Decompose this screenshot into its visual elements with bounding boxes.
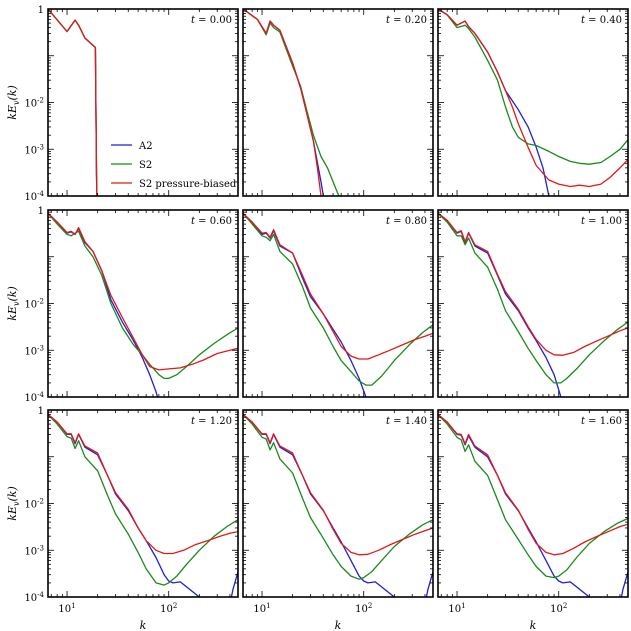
y-tick-label: 1: [38, 5, 44, 16]
time-label: t = 1.20: [191, 416, 232, 427]
x-tick-label: 101: [448, 602, 465, 615]
ticks: [243, 8, 433, 197]
time-label: t = 1.00: [581, 216, 622, 227]
series-line-a2: [438, 413, 628, 597]
time-label: t = 0.20: [386, 15, 427, 26]
series-group: [243, 413, 433, 597]
panel-frame: [47, 409, 239, 598]
series-line-s2: [438, 9, 628, 165]
time-label: t = 1.40: [386, 416, 427, 427]
series-group: [438, 212, 628, 397]
panel-frame: [47, 8, 239, 197]
panel-frame: [242, 409, 434, 598]
y-tick-label: 10-2: [24, 498, 44, 511]
series-group: [48, 413, 238, 597]
y-tick-label: 10-3: [24, 143, 44, 156]
panel-frame: [437, 209, 629, 398]
series-group: [48, 9, 98, 196]
y-tick-label: 10-2: [24, 298, 44, 311]
ticks: [48, 209, 238, 398]
series-group: [438, 9, 628, 196]
y-tick-label: 1: [38, 406, 44, 417]
panel-7: t = 1.40 101 102 k: [242, 409, 434, 631]
x-tick-label: 101: [58, 602, 75, 615]
series-line-s2: [48, 414, 238, 586]
x-axis-label: k: [530, 619, 537, 631]
series-line-a2: [243, 9, 325, 196]
y-tick-label: 10-4: [24, 591, 44, 604]
y-axis-label: kEv(k): [6, 85, 21, 119]
panel-0: t = 0.00 1 10-2 10-3 10-4 kEv(k) A2 S2 S2 pressu…: [6, 5, 239, 203]
series-group: [243, 212, 433, 397]
panel-5: t = 1.00: [437, 209, 629, 398]
panel-4: t = 0.80: [242, 209, 434, 398]
series-line-s2-pressure-biased: [438, 9, 628, 188]
x-tick-label: 102: [160, 602, 177, 615]
panel-8: t = 1.60 101 102 k: [437, 409, 629, 631]
series-line-a2: [243, 413, 433, 597]
series-group: [243, 9, 340, 196]
panel-2: t = 0.40: [437, 8, 629, 197]
y-tick-label: 10-3: [24, 544, 44, 557]
series-line-s2: [48, 9, 98, 196]
x-axis-label: k: [140, 619, 147, 631]
series-group: [438, 413, 628, 597]
x-tick-label: 102: [550, 602, 567, 615]
series-line-s2: [243, 9, 340, 196]
series-line-s2-pressure-biased: [243, 413, 433, 556]
y-axis-label: kEv(k): [6, 286, 21, 320]
series-line-s2: [438, 212, 628, 384]
series-line-a2: [438, 9, 550, 196]
series-group: [48, 212, 238, 397]
legend-label: S2: [139, 160, 152, 171]
y-tick-label: 10-2: [24, 97, 44, 110]
x-tick-label: 101: [253, 602, 270, 615]
series-line-s2-pressure-biased: [243, 212, 433, 360]
series-line-s2-pressure-biased: [243, 9, 322, 196]
legend: A2 S2 S2 pressure-biased: [111, 141, 237, 190]
series-line-s2: [438, 414, 628, 579]
panel-3: t = 0.60 1 10-2 10-3 10-4 kEv(k): [6, 206, 239, 404]
panel-1: t = 0.20: [242, 8, 434, 197]
time-label: t = 1.60: [581, 416, 622, 427]
series-line-a2: [48, 9, 98, 196]
panel-frame: [437, 409, 629, 598]
panel-frame: [437, 8, 629, 197]
time-label: t = 0.80: [386, 216, 427, 227]
ticks: [438, 409, 628, 598]
series-line-s2-pressure-biased: [48, 413, 238, 555]
series-line-s2-pressure-biased: [48, 9, 98, 196]
panel-frame: [242, 209, 434, 398]
series-line-s2: [48, 212, 238, 380]
series-line-s2-pressure-biased: [438, 212, 628, 356]
time-label: t = 0.00: [191, 15, 232, 26]
x-axis-label: k: [335, 619, 342, 631]
y-axis-label: kEv(k): [6, 486, 21, 520]
panel-frame: [242, 8, 434, 197]
ticks: [438, 8, 628, 197]
y-tick-label: 10-3: [24, 344, 44, 357]
series-line-s2: [243, 212, 433, 386]
time-label: t = 0.40: [581, 15, 622, 26]
series-line-s2: [243, 414, 433, 580]
y-tick-label: 10-4: [24, 391, 44, 404]
legend-label: S2 pressure-biased: [139, 179, 237, 190]
time-label: t = 0.60: [191, 216, 232, 227]
panel-frame: [47, 209, 239, 398]
legend-label: A2: [138, 141, 153, 152]
series-line-s2-pressure-biased: [438, 413, 628, 556]
panel-6: t = 1.20 1 10-2 10-3 10-4 kEv(k) 101 102 k: [6, 406, 239, 631]
x-tick-label: 102: [355, 602, 372, 615]
series-line-a2: [48, 212, 159, 397]
series-line-s2-pressure-biased: [48, 212, 238, 371]
y-tick-label: 10-4: [24, 190, 44, 203]
y-tick-label: 1: [38, 206, 44, 217]
